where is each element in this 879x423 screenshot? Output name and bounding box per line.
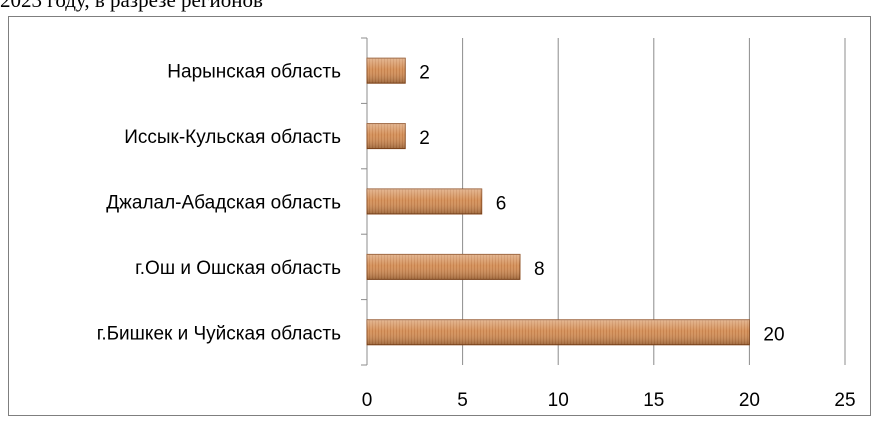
bar-shading	[367, 319, 750, 345]
category-label: г.Бишкек и Чуйская область	[97, 323, 341, 344]
x-tick-label: 5	[457, 390, 468, 411]
bar-shading	[367, 58, 406, 84]
grid-layer	[462, 38, 846, 365]
data-label: 6	[496, 194, 507, 215]
x-tick-label: 10	[548, 390, 569, 411]
category-label: Иссык-Кульская область	[124, 127, 341, 148]
data-label: 20	[763, 324, 784, 345]
data-label: 2	[419, 128, 430, 149]
axis-layer	[361, 37, 368, 366]
chart-frame	[8, 16, 871, 416]
category-label: Нарынская область	[167, 62, 341, 83]
x-tick-label: 15	[643, 390, 664, 411]
data-label: 2	[419, 63, 430, 84]
bar-shading	[367, 123, 406, 149]
x-tick-label: 25	[834, 390, 855, 411]
x-tick-label: 20	[739, 390, 760, 411]
chart-caption: 2023 году, в разрезе регионов	[0, 0, 263, 12]
x-tick-label: 0	[362, 390, 373, 411]
category-label: Джалал-Абадская область	[106, 193, 341, 214]
label-layer: 0 5 10 15 20 25 г.Бишкек и Чуйская область 20 г.…	[97, 62, 856, 411]
category-label: г.Ош и Ошская область	[135, 258, 341, 279]
bar-shading	[367, 189, 482, 214]
bar-layer	[366, 57, 750, 346]
bar-shading	[367, 254, 520, 280]
data-label: 8	[534, 259, 545, 280]
